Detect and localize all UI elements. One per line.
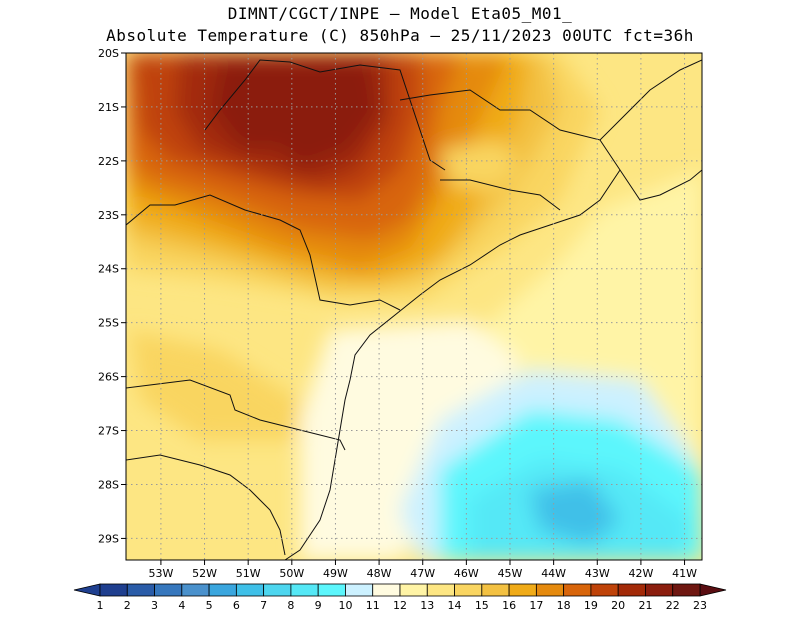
lon-tick-label: 47W [410, 567, 435, 580]
latitude-axis: 20S 21S 22S 23S 24S 25S 26S 27S 28S 29S [98, 47, 126, 545]
lat-tick-label: 24S [98, 263, 119, 276]
colorbar-label: 11 [366, 599, 380, 612]
lon-tick-label: 49W [323, 567, 348, 580]
colorbar-swatch [372, 583, 401, 597]
colorbar-swatch [508, 583, 537, 597]
colorbar-swatch [263, 583, 292, 597]
colorbar-swatch [99, 583, 128, 597]
colorbar-swatch [181, 583, 210, 597]
colorbar-low-arrow [73, 583, 101, 597]
lat-tick-label: 22S [98, 155, 119, 168]
colorbar-swatch [290, 583, 319, 597]
lon-tick-label: 53W [148, 567, 173, 580]
colorbar-swatch [426, 583, 455, 597]
map-title-line-1: DIMNT/CGCT/INPE – Model Eta05_M01_ [227, 4, 573, 23]
colorbar-swatch [208, 583, 237, 597]
colorbar-label: 14 [448, 599, 462, 612]
colorbar-swatch [154, 583, 183, 597]
colorbar-high-arrow [699, 583, 727, 597]
plot-frame [125, 52, 703, 561]
colorbar-label: 9 [315, 599, 322, 612]
lon-tick-label: 43W [585, 567, 610, 580]
lat-tick-label: 21S [98, 101, 119, 114]
colorbar-label: 5 [206, 599, 213, 612]
colorbar-swatch [317, 583, 346, 597]
lat-tick-label: 28S [98, 478, 119, 491]
colorbar-label: 19 [584, 599, 598, 612]
colorbar-label: 18 [557, 599, 571, 612]
colorbar-swatch [563, 583, 592, 597]
colorbar-label: 3 [151, 599, 158, 612]
colorbar-label: 23 [693, 599, 707, 612]
lon-tick-label: 50W [279, 567, 304, 580]
colorbar-label: 16 [502, 599, 516, 612]
lon-tick-label: 46W [454, 567, 479, 580]
colorbar-label: 20 [611, 599, 625, 612]
lat-tick-label: 20S [98, 47, 119, 60]
colorbar-label: 10 [338, 599, 352, 612]
colorbar-label: 2 [124, 599, 131, 612]
map-title-line-2: Absolute Temperature (C) 850hPa – 25/11/… [106, 26, 694, 45]
colorbar-label: 6 [233, 599, 240, 612]
lon-tick-label: 41W [672, 567, 697, 580]
colorbar-swatch [617, 583, 646, 597]
lon-tick-label: 45W [498, 567, 523, 580]
colorbar-label: 1 [97, 599, 104, 612]
lon-tick-label: 42W [628, 567, 653, 580]
lat-tick-label: 26S [98, 371, 119, 384]
lat-tick-label: 27S [98, 425, 119, 438]
colorbar-label: 7 [260, 599, 267, 612]
boundary-lines [126, 59, 702, 560]
lat-tick-label: 29S [98, 532, 119, 545]
colorbar-swatch [454, 583, 483, 597]
colorbar-swatch [235, 583, 265, 597]
lon-tick-label: 48W [367, 567, 392, 580]
colorbar-swatch [126, 583, 155, 597]
colorbar-label: 13 [420, 599, 434, 612]
lon-tick-label: 51W [236, 567, 261, 580]
colorbar-label: 15 [475, 599, 489, 612]
lon-tick-label: 44W [541, 567, 566, 580]
colorbar-label: 4 [178, 599, 185, 612]
colorbar-label: 12 [393, 599, 407, 612]
colorbar-swatch [399, 583, 428, 597]
temperature-field [126, 53, 702, 560]
lon-tick-label: 52W [192, 567, 217, 580]
colorbar: 1 2 3 4 5 6 7 8 9 10 11 12 13 14 15 16 17 18 19 20 21 22 23 [73, 583, 727, 612]
colorbar-swatch [672, 583, 701, 597]
colorbar-label: 22 [666, 599, 680, 612]
colorbar-swatch [590, 583, 619, 597]
longitude-axis: 53W 52W 51W 50W 49W 48W 47W 46W 45W 44W 43W 42W 41W [148, 560, 697, 580]
colorbar-label: 17 [529, 599, 543, 612]
colorbar-label: 21 [638, 599, 652, 612]
colorbar-swatch [535, 583, 565, 597]
colorbar-swatch [481, 583, 510, 597]
colorbar-swatch [345, 583, 374, 597]
colorbar-label: 8 [287, 599, 294, 612]
colorbar-swatch [645, 583, 674, 597]
lat-tick-label: 23S [98, 209, 119, 222]
lat-tick-label: 25S [98, 317, 119, 330]
lat-lon-grid [126, 53, 702, 560]
